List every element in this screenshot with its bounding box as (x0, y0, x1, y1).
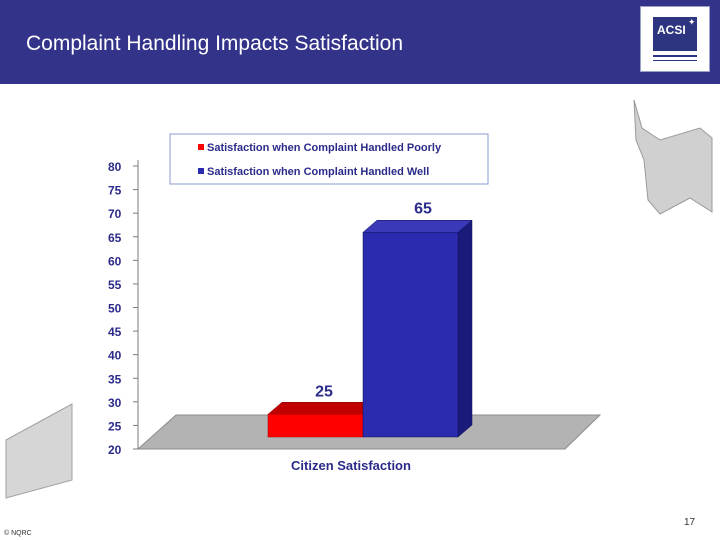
logo-rule-2 (653, 60, 697, 61)
bar-poorly-handled-label: 25 (315, 383, 333, 400)
y-tick-label: 25 (108, 419, 122, 433)
logo-emblem: ACSI ✦ (653, 17, 697, 51)
x-axis-label: Citizen Satisfaction (291, 458, 411, 473)
slide-header: Complaint Handling Impacts Satisfaction … (0, 0, 720, 84)
acsi-logo: ACSI ✦ (640, 6, 710, 72)
chart-legend: Satisfaction when Complaint Handled Poor… (169, 133, 489, 185)
y-tick-label: 80 (108, 160, 122, 174)
y-tick-label: 20 (108, 443, 122, 457)
page-number: 17 (684, 517, 696, 528)
y-tick-label: 35 (108, 372, 122, 386)
legend-label-well: Satisfaction when Complaint Handled Well (207, 166, 429, 178)
bar-poorly-handled (267, 414, 364, 438)
decorative-shape-top-right (633, 99, 713, 215)
y-tick-label: 50 (108, 302, 122, 316)
bar-handled-well-label: 65 (414, 200, 432, 217)
y-tick-label: 40 (108, 349, 122, 363)
y-tick-label: 65 (108, 231, 122, 245)
y-tick-label: 55 (108, 278, 122, 292)
y-tick-label: 75 (108, 184, 122, 198)
legend-label-poorly: Satisfaction when Complaint Handled Poor… (207, 142, 442, 154)
legend-swatch-poorly (198, 144, 204, 150)
y-tick-label: 30 (108, 396, 122, 410)
decorative-shape-bottom-left (5, 403, 73, 499)
y-tick-label: 70 (108, 207, 122, 221)
y-tick-label: 45 (108, 325, 122, 339)
bar-handled-well (362, 232, 459, 438)
logo-rule-1 (653, 55, 697, 57)
bar-poorly-handled-top (267, 402, 378, 415)
slide-title: Complaint Handling Impacts Satisfaction (26, 32, 404, 55)
logo-text: ACSI (657, 23, 686, 37)
bar-handled-well-side (457, 219, 473, 438)
star-icon: ✦ (688, 17, 696, 27)
y-tick-label: 60 (108, 254, 122, 268)
legend-swatch-well (198, 168, 204, 174)
copyright-text: © NQRC (4, 530, 32, 537)
bar-handled-well-top (362, 220, 473, 233)
